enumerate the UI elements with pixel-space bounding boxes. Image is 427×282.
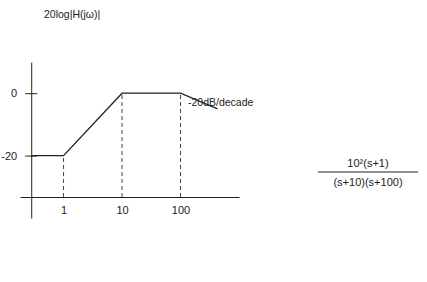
annotation: -20dB/decade [188,96,254,108]
x-tick: 1 [61,197,67,216]
drop-line [180,93,181,197]
x-axis: 1 10 100 [21,197,240,216]
x-tick: 10 [116,197,128,216]
x-tick-label: 1 [61,204,67,216]
x-tick: 100 [172,197,190,216]
y-tick: 0 [11,87,37,99]
y-axis: -20 0 [1,63,37,219]
chart: 1 10 100 -20 0 20log|H(jω)| -20dB/decade 10²(s+… [0,0,427,282]
y-axis-line [31,63,32,219]
drop-line [122,93,123,197]
plot-area [31,93,217,197]
fraction-bar [318,172,418,173]
y-axis-title: 20log|H(jω)| [44,8,100,20]
x-tick-label: 10 [116,204,128,216]
y-tick-label: 0 [11,87,17,99]
formula-numerator: 10²(s+1) [347,157,388,169]
y-tick-mark [25,93,37,94]
drop-line [63,156,64,197]
x-tick-label: 100 [172,204,190,216]
formula-denominator: (s+10)(s+100) [333,176,402,188]
y-tick-label: -20 [1,150,17,162]
x-axis-line [21,197,240,198]
